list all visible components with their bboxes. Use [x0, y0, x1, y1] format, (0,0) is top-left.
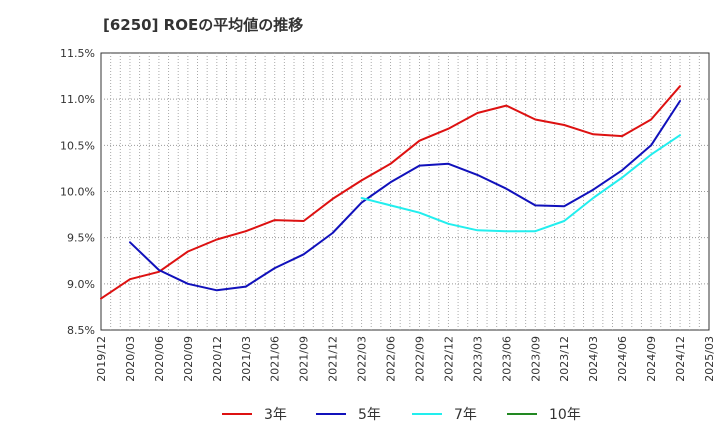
legend-label-0: 3年	[264, 407, 287, 423]
chart-title: [6250] ROEの平均値の推移	[103, 16, 304, 34]
x-tick-label: 2024/03	[587, 336, 600, 382]
y-tick-label: 9.5%	[67, 232, 95, 245]
series-line-1	[129, 100, 681, 292]
x-axis-ticks: 2019/12 2020/03 2020/06 2020/09 2020/12 2021/…	[95, 336, 716, 382]
x-tick-label: 2022/09	[413, 336, 426, 382]
x-tick-label: 2024/09	[645, 336, 658, 382]
legend: 3年 5年 7年 10年	[222, 407, 581, 423]
grid-lines	[101, 53, 709, 330]
legend-label-3: 10年	[549, 407, 581, 423]
series-lines	[100, 85, 681, 300]
x-tick-label: 2019/12	[95, 336, 108, 382]
x-tick-label: 2024/06	[616, 336, 629, 382]
y-tick-label: 10.5%	[60, 139, 95, 152]
x-tick-label: 2020/03	[124, 336, 137, 382]
x-tick-label: 2022/12	[442, 336, 455, 382]
x-tick-label: 2023/09	[529, 336, 542, 382]
y-tick-label: 9.0%	[67, 278, 95, 291]
series-line-0	[100, 85, 681, 300]
x-tick-label: 2020/12	[211, 336, 224, 382]
x-tick-label: 2020/09	[182, 336, 195, 382]
x-tick-label: 2021/03	[240, 336, 253, 382]
x-tick-label: 2023/06	[500, 336, 513, 382]
x-tick-label: 2025/03	[703, 336, 716, 382]
y-tick-label: 11.0%	[60, 93, 95, 106]
x-tick-label: 2021/09	[298, 336, 311, 382]
x-tick-label: 2022/03	[356, 336, 369, 382]
series-line-2	[360, 134, 681, 233]
y-tick-label: 8.5%	[67, 324, 95, 337]
x-tick-label: 2024/12	[674, 336, 687, 382]
legend-label-1: 5年	[358, 407, 381, 423]
x-tick-label: 2020/06	[153, 336, 166, 382]
legend-label-2: 7年	[454, 407, 477, 423]
y-axis-ticks: 8.5% 9.0% 9.5% 10.0% 10.5% 11.0% 11.5%	[60, 47, 95, 337]
x-tick-label: 2021/12	[327, 336, 340, 382]
x-tick-label: 2021/06	[269, 336, 282, 382]
x-tick-label: 2022/06	[385, 336, 398, 382]
x-tick-label: 2023/03	[471, 336, 484, 382]
x-tick-label: 2023/12	[558, 336, 571, 382]
y-tick-label: 10.0%	[60, 186, 95, 199]
y-tick-label: 11.5%	[60, 47, 95, 60]
